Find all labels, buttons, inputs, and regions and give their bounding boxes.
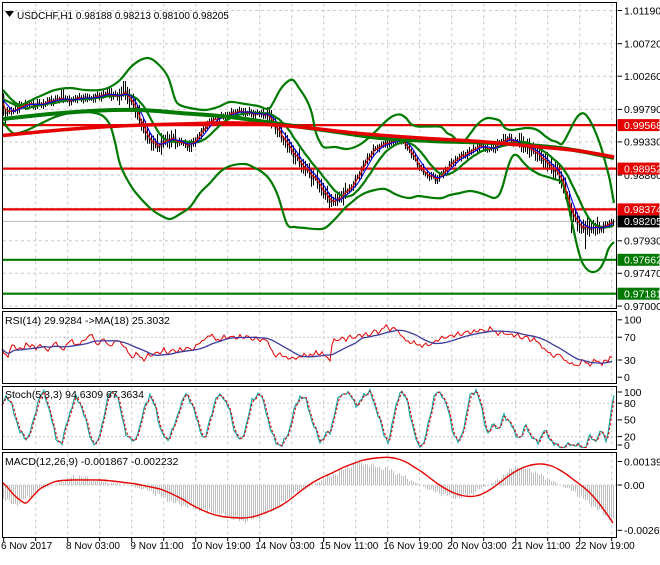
svg-text:1.00260: 1.00260 — [624, 71, 660, 83]
svg-text:8 Nov 03:00: 8 Nov 03:00 — [66, 541, 120, 552]
svg-text:0.97470: 0.97470 — [624, 268, 660, 280]
svg-text:0: 0 — [624, 372, 630, 384]
svg-text:22 Nov 19:00: 22 Nov 19:00 — [575, 541, 635, 552]
svg-text:0.98952: 0.98952 — [624, 163, 660, 175]
svg-text:16 Nov 19:00: 16 Nov 19:00 — [383, 541, 443, 552]
svg-text:MACD(12,26,9) -0.001867 -0.002: MACD(12,26,9) -0.001867 -0.002232 — [5, 456, 179, 468]
svg-text:-0.002641: -0.002641 — [624, 525, 660, 537]
svg-text:1.01190: 1.01190 — [624, 5, 660, 17]
svg-text:0.97181: 0.97181 — [624, 289, 660, 301]
svg-text:100: 100 — [624, 387, 642, 399]
svg-text:USDCHF,H1 0.98188 0.98213 0.98: USDCHF,H1 0.98188 0.98213 0.98100 0.9820… — [17, 11, 229, 22]
svg-text:0.98205: 0.98205 — [624, 216, 660, 228]
svg-text:15 Nov 11:00: 15 Nov 11:00 — [320, 541, 379, 552]
svg-text:10 Nov 19:00: 10 Nov 19:00 — [191, 541, 251, 552]
svg-text:0: 0 — [624, 440, 630, 452]
svg-text:0.97930: 0.97930 — [624, 236, 660, 248]
svg-text:9 Nov 11:00: 9 Nov 11:00 — [130, 541, 184, 552]
svg-text:20 Nov 03:00: 20 Nov 03:00 — [447, 541, 507, 552]
svg-text:0.97662: 0.97662 — [624, 255, 660, 267]
svg-text:0.00: 0.00 — [624, 480, 645, 492]
svg-text:50: 50 — [624, 415, 636, 427]
svg-text:21 Nov 11:00: 21 Nov 11:00 — [512, 541, 571, 552]
svg-text:20: 20 — [624, 431, 636, 443]
svg-text:0.99568: 0.99568 — [624, 120, 660, 132]
svg-text:70: 70 — [624, 332, 636, 344]
svg-text:0.99790: 0.99790 — [624, 104, 660, 116]
svg-text:0.98374: 0.98374 — [624, 204, 660, 216]
svg-text:0.001393: 0.001393 — [624, 456, 660, 468]
svg-text:100: 100 — [624, 315, 642, 327]
svg-text:0.99330: 0.99330 — [624, 137, 660, 149]
svg-text:6 Nov 2017: 6 Nov 2017 — [1, 541, 53, 552]
svg-text:30: 30 — [624, 355, 636, 367]
svg-text:RSI(14) 29.9284 ->MA(18) 25.3: RSI(14) 29.9284 ->MA(18) 25.3032 — [5, 315, 170, 327]
svg-text:1.00720: 1.00720 — [624, 39, 660, 51]
svg-text:Stoch(5,3,3) 94.6309 67.3634: Stoch(5,3,3) 94.6309 67.3634 — [5, 389, 144, 401]
svg-text:80: 80 — [624, 398, 636, 410]
svg-text:0.97000: 0.97000 — [624, 301, 660, 313]
svg-text:14 Nov 03:00: 14 Nov 03:00 — [255, 541, 315, 552]
